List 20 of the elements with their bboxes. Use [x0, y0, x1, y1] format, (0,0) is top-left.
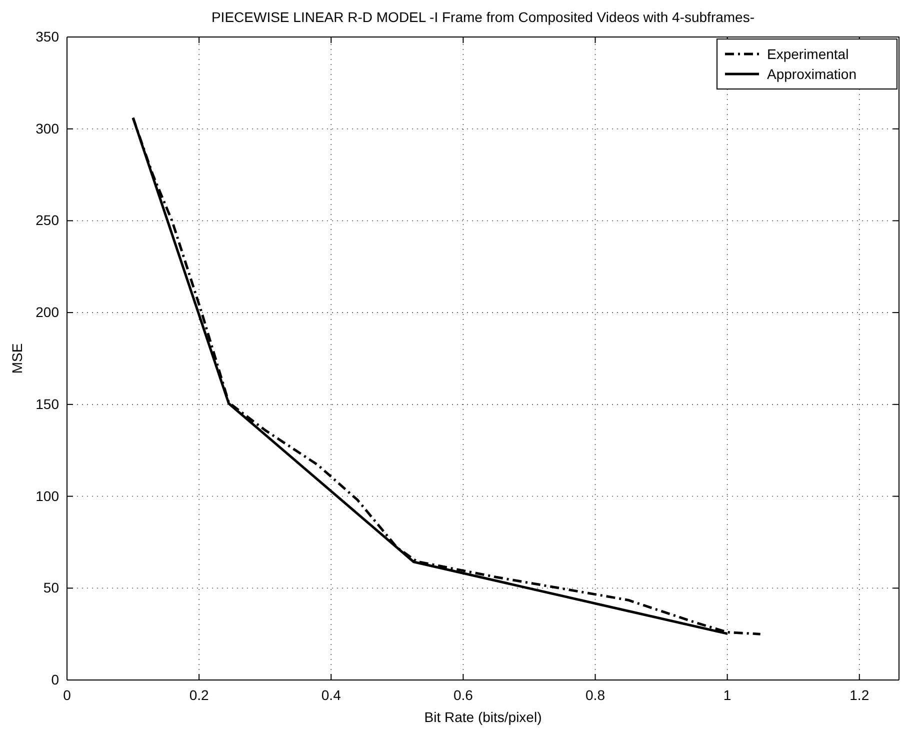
- x-tick-label: 0: [63, 686, 72, 703]
- chart-title: PIECEWISE LINEAR R-D MODEL -I Frame from Composited Videos with 4-subframes-: [211, 9, 755, 25]
- y-tick-label: 100: [36, 488, 60, 504]
- y-axis-title: MSE: [9, 343, 25, 374]
- x-tick-label: 1: [723, 686, 732, 703]
- y-tick-label: 250: [36, 212, 60, 228]
- y-tick-label: 50: [43, 580, 60, 596]
- x-tick-label: 0.8: [586, 686, 606, 703]
- y-tick-label: 0: [51, 671, 60, 688]
- x-tick-label: 0.2: [189, 686, 210, 703]
- x-axis-title: Bit Rate (bits/pixel): [424, 709, 542, 725]
- y-tick-label: 200: [36, 304, 60, 320]
- legend-label: Approximation: [767, 66, 856, 82]
- y-tick-label: 350: [36, 28, 60, 44]
- y-tick-label: 150: [36, 396, 60, 412]
- legend-label: Experimental: [767, 46, 849, 62]
- y-tick-label: 300: [36, 120, 60, 136]
- x-tick-label: 0.6: [453, 686, 474, 703]
- x-tick-label: 1.2: [850, 686, 870, 703]
- x-tick-label: 0.4: [321, 686, 342, 703]
